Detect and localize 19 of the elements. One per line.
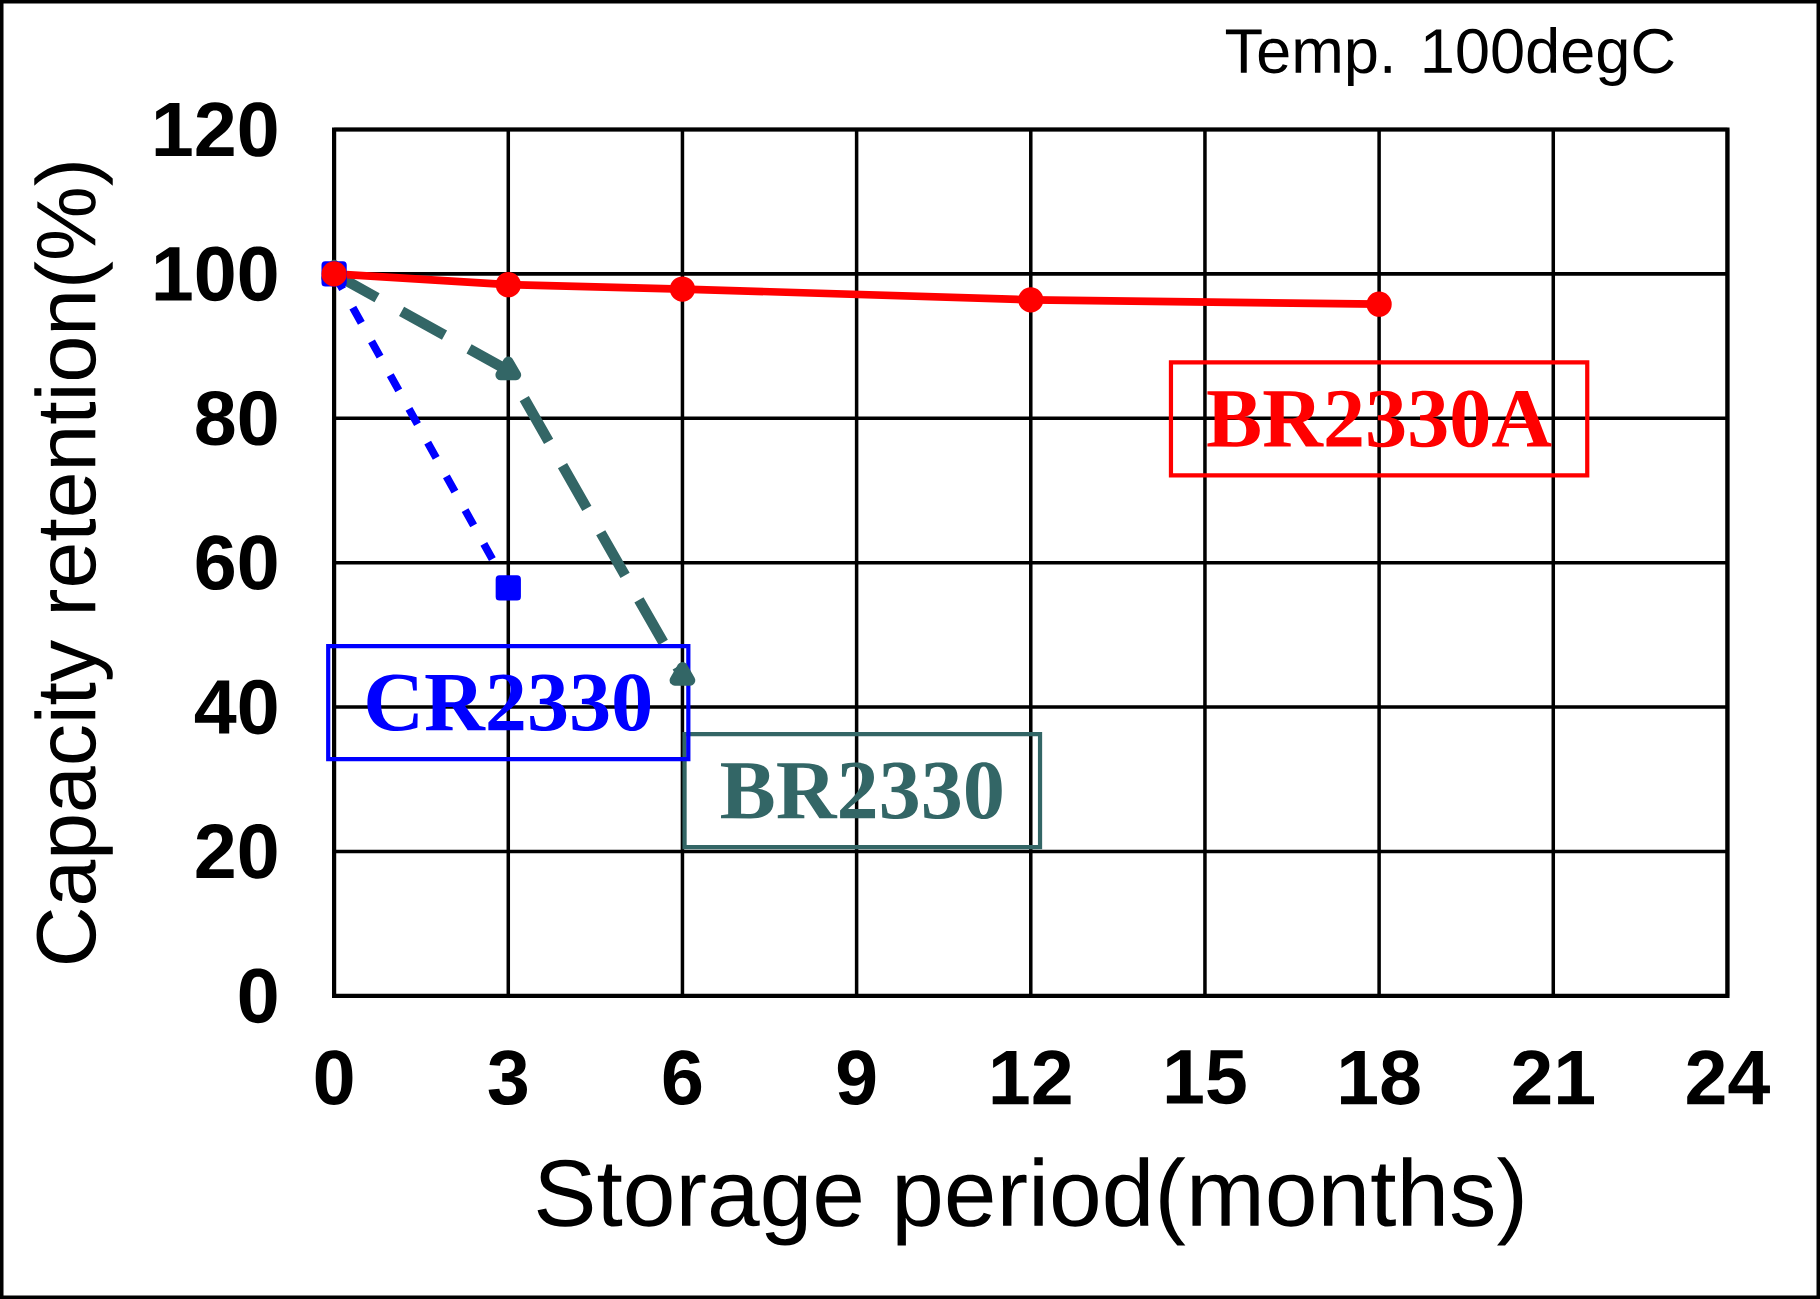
y-tick-label: 40: [194, 679, 277, 735]
x-tick-label: 24: [1687, 1050, 1770, 1105]
x-tick-label: 6: [663, 1050, 702, 1105]
y-tick-label: 80: [196, 390, 277, 446]
y-tick-label: 0: [239, 968, 277, 1024]
y-axis-title: Capacity retention(%): [34, 163, 113, 964]
x-tick-label: 3: [488, 1050, 527, 1106]
x-tick-label: 0: [315, 1050, 353, 1105]
x-tick-label: 12: [992, 1050, 1071, 1105]
y-tick-label: 100: [155, 246, 277, 302]
y-tick-label: 120: [155, 102, 277, 157]
x-tick-label: 18: [1341, 1050, 1420, 1105]
x-axis-title: Storage period(months): [537, 1157, 1523, 1246]
x-tick-label: 21: [1513, 1050, 1595, 1105]
text: Temp. 100degC: [1225, 27, 1674, 86]
x-tick-label: 9: [837, 1050, 876, 1105]
y-tick-label: 60: [196, 535, 277, 590]
y-tick-label: 20: [196, 824, 277, 879]
x-tick-label: 15: [1166, 1050, 1246, 1105]
